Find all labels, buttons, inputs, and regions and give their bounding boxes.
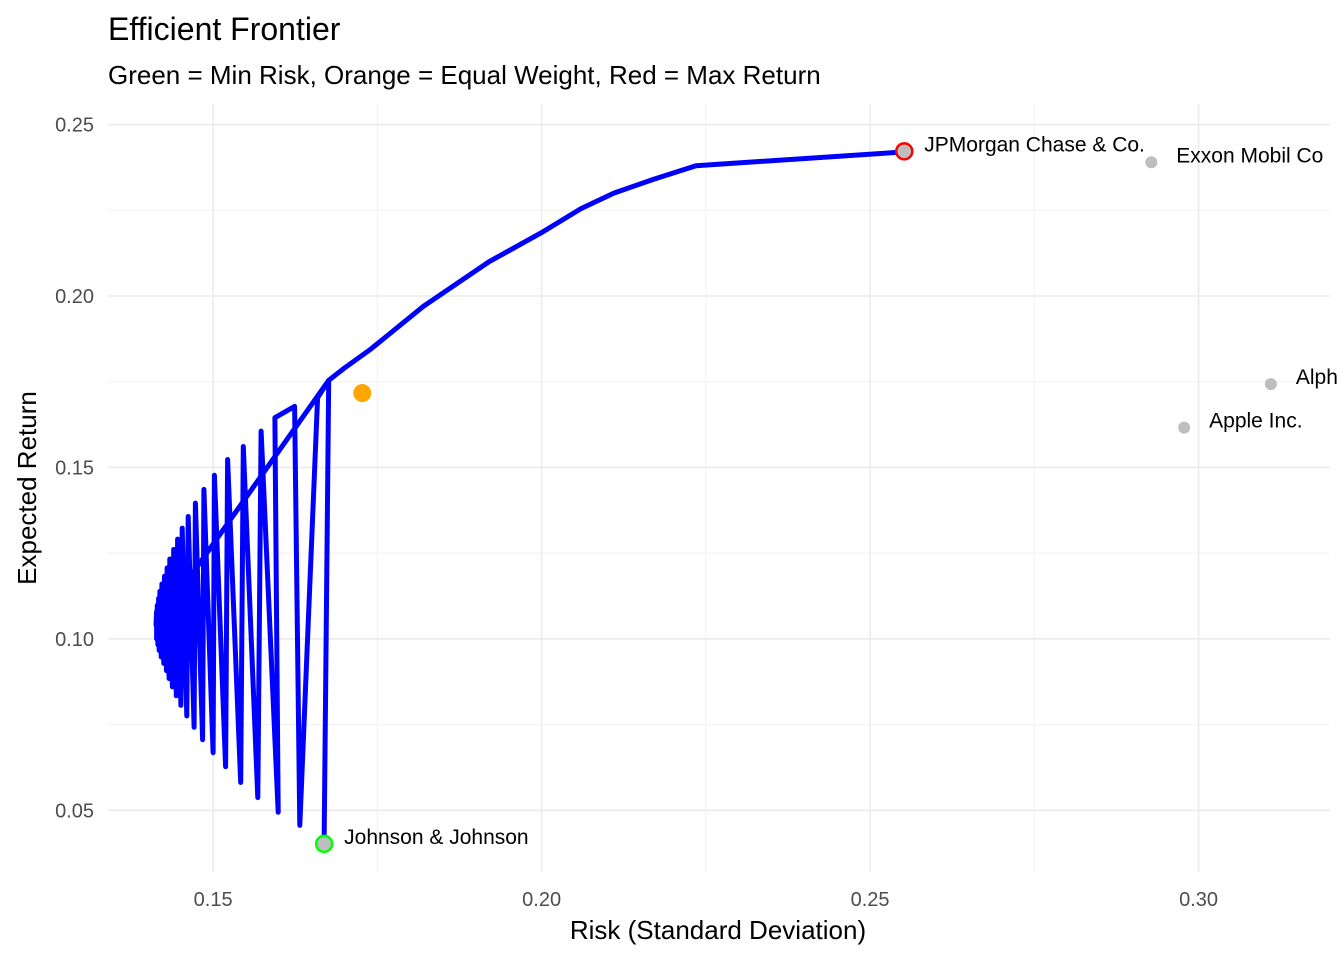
point-labels-layer: Exxon Mobil Co Alph Apple Inc. Johnson & Jo… (344, 133, 1338, 849)
asset-point (1178, 421, 1191, 434)
y-tick-label: 0.05 (55, 800, 94, 822)
tick-labels-layer: 0.15 0.20 0.25 0.30 0.05 0.10 0.15 0.20 0.25 (55, 115, 1218, 911)
frontier-layer (153, 149, 906, 847)
asset-point (1264, 378, 1277, 391)
equal-weight-point (353, 384, 372, 403)
frontier-line (153, 149, 906, 847)
asset-label: Alph (1296, 366, 1338, 389)
chart-title: Efficient Frontier (108, 11, 341, 47)
max-return-point (895, 142, 914, 161)
max-return-label: JPMorgan Chase & Co. (924, 133, 1145, 156)
y-tick-label: 0.20 (55, 286, 94, 308)
asset-label: Apple Inc. (1209, 410, 1302, 433)
y-tick-label: 0.25 (55, 115, 94, 137)
y-tick-label: 0.10 (55, 629, 94, 651)
chart-subtitle: Green = Min Risk, Orange = Equal Weight,… (108, 60, 821, 90)
x-axis-title: Risk (Standard Deviation) (570, 915, 866, 945)
x-tick-label: 0.30 (1179, 889, 1218, 911)
x-tick-label: 0.15 (194, 889, 233, 911)
x-tick-label: 0.20 (522, 889, 561, 911)
y-tick-label: 0.15 (55, 457, 94, 479)
grid-lines (108, 104, 1330, 872)
min-risk-point (314, 834, 334, 854)
x-tick-label: 0.25 (851, 889, 890, 911)
y-axis-title: Expected Return (12, 391, 42, 585)
asset-label: Exxon Mobil Co (1176, 144, 1323, 167)
points-layer (314, 142, 1277, 854)
min-risk-label: Johnson & Johnson (344, 826, 528, 849)
asset-point (1145, 156, 1158, 169)
